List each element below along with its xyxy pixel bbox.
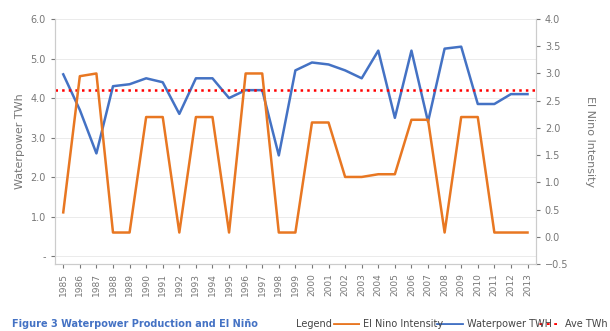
Y-axis label: El Nino Intensity: El Nino Intensity: [585, 96, 595, 187]
Text: Figure 3 Waterpower Production and El Niño: Figure 3 Waterpower Production and El Ni…: [12, 319, 258, 329]
Text: Ave TWh 4.2: Ave TWh 4.2: [565, 319, 610, 329]
Text: Legend: Legend: [296, 319, 332, 329]
Text: Waterpower TWH: Waterpower TWH: [467, 319, 551, 329]
Text: El Nino Intensity: El Nino Intensity: [363, 319, 443, 329]
Y-axis label: Waterpower TWh: Waterpower TWh: [15, 94, 25, 189]
